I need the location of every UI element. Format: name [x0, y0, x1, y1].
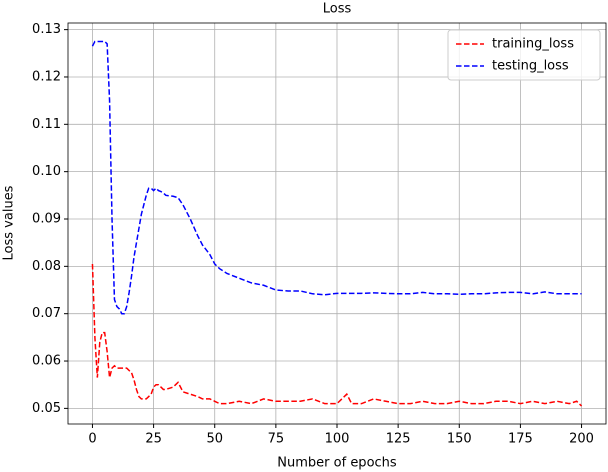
- y-tick-label: 0.12: [32, 69, 61, 84]
- series-line: [91, 263, 583, 407]
- x-tick-label: 200: [569, 432, 594, 447]
- legend: training_loss testing_loss: [447, 29, 601, 81]
- x-tick-label: 100: [325, 432, 350, 447]
- y-tick-label: 0.10: [32, 164, 61, 179]
- x-tick-label: 75: [268, 432, 285, 447]
- legend-label: training_loss: [492, 37, 574, 52]
- y-tick-label: 0.07: [32, 306, 61, 321]
- chart-title: Loss: [323, 2, 352, 17]
- series-line: [91, 40, 582, 315]
- x-tick-label: 50: [206, 432, 223, 447]
- x-tick-label: 150: [447, 432, 472, 447]
- y-tick-label: 0.13: [32, 22, 61, 37]
- y-tick-label: 0.08: [32, 259, 61, 274]
- legend-box: [447, 29, 601, 81]
- legend-label: testing_loss: [492, 59, 569, 74]
- plot-frame: [67, 22, 607, 425]
- y-tick-label: 0.09: [32, 212, 61, 227]
- x-tick-label: 0: [88, 432, 96, 447]
- y-tick-label: 0.06: [32, 354, 61, 369]
- x-tick-label: 125: [386, 432, 411, 447]
- x-axis-label: Number of epochs: [277, 456, 397, 471]
- x-tick-label: 175: [508, 432, 533, 447]
- y-tick-label: 0.05: [32, 401, 61, 416]
- x-tick-label: 25: [145, 432, 162, 447]
- y-axis-label: Loss values: [2, 185, 17, 260]
- y-tick-label: 0.11: [32, 117, 61, 132]
